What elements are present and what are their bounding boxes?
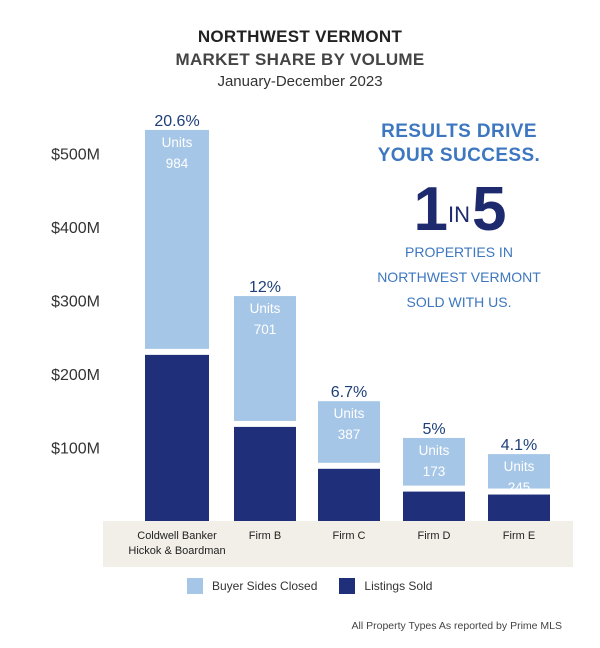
- bar-buyer-sides: [488, 454, 550, 489]
- market-share-label: 20.6%: [154, 113, 199, 130]
- legend-item-listings-sold: Listings Sold: [339, 578, 432, 594]
- units-value: 245: [508, 480, 531, 495]
- bar-listings-sold: [318, 468, 380, 521]
- bar-buyer-sides: [145, 129, 209, 349]
- source-footnote: All Property Types As reported by Prime …: [351, 620, 562, 632]
- bar-listings-sold: [488, 494, 550, 521]
- legend-label-buyer-sides: Buyer Sides Closed: [212, 579, 318, 593]
- bar-buyer-sides: [234, 296, 296, 421]
- bar-buyer-sides: [318, 401, 380, 463]
- legend-swatch-listings-sold: [339, 578, 356, 594]
- units-caption: Units: [334, 406, 365, 421]
- chart-legend: Buyer Sides Closed Listings Sold: [187, 578, 454, 594]
- bar-buyer-sides: [403, 437, 465, 486]
- x-tick-label: Firm D: [418, 530, 451, 542]
- units-caption: Units: [504, 459, 535, 474]
- market-share-label: 5%: [422, 421, 445, 438]
- y-tick-label: $500M: [51, 146, 100, 163]
- units-value: 984: [166, 156, 189, 171]
- units-caption: Units: [419, 443, 450, 458]
- promo-headline-line2: YOUR SUCCESS.: [377, 145, 541, 166]
- units-value: 387: [338, 427, 361, 442]
- promo-sub-line1: PROPERTIES IN: [405, 244, 513, 260]
- promo-sub-line2: NORTHWEST VERMONT: [377, 269, 541, 285]
- legend-label-listings-sold: Listings Sold: [364, 579, 433, 593]
- chart-subtitle-period: January-December 2023: [217, 73, 383, 90]
- y-tick-label: $100M: [51, 440, 100, 457]
- x-axis-band: [103, 521, 573, 567]
- bar-listings-sold: [145, 354, 209, 521]
- y-tick-label: $400M: [51, 220, 100, 237]
- promo-headline: RESULTS DRIVE YOUR SUCCESS.: [345, 120, 573, 168]
- units-value: 173: [423, 464, 446, 479]
- x-tick-label: Hickok & Boardman: [128, 545, 225, 557]
- bar-listings-sold: [403, 491, 465, 521]
- promo-big-number-5: 5: [472, 175, 507, 244]
- y-tick-label: $200M: [51, 367, 100, 384]
- promo-one-in-five: 1 IN 5: [345, 175, 573, 244]
- promo-sub-line3: SOLD WITH US.: [406, 294, 512, 310]
- bar-listings-sold: [234, 426, 296, 521]
- market-share-label: 12%: [249, 279, 281, 296]
- promo-subtext: PROPERTIES IN NORTHWEST VERMONT SOLD WIT…: [345, 240, 573, 315]
- units-caption: Units: [162, 135, 193, 150]
- chart-title-line2: MARKET SHARE BY VOLUME: [175, 50, 425, 69]
- legend-swatch-buyer-sides: [187, 578, 203, 594]
- units-value: 701: [254, 322, 277, 337]
- x-tick-label: Firm E: [503, 530, 535, 542]
- promo-big-number-1: 1: [413, 175, 449, 244]
- market-share-label: 4.1%: [501, 437, 537, 454]
- promo-big-in: IN: [448, 202, 470, 227]
- units-caption: Units: [250, 301, 281, 316]
- promo-headline-line1: RESULTS DRIVE: [381, 121, 537, 142]
- x-tick-label: Coldwell Banker: [137, 530, 217, 542]
- x-tick-label: Firm B: [249, 530, 281, 542]
- y-tick-label: $300M: [51, 293, 100, 310]
- chart-title-line1: NORTHWEST VERMONT: [197, 27, 403, 46]
- market-share-label: 6.7%: [331, 384, 367, 401]
- x-tick-label: Firm C: [333, 530, 366, 542]
- legend-item-buyer-sides: Buyer Sides Closed: [187, 578, 317, 594]
